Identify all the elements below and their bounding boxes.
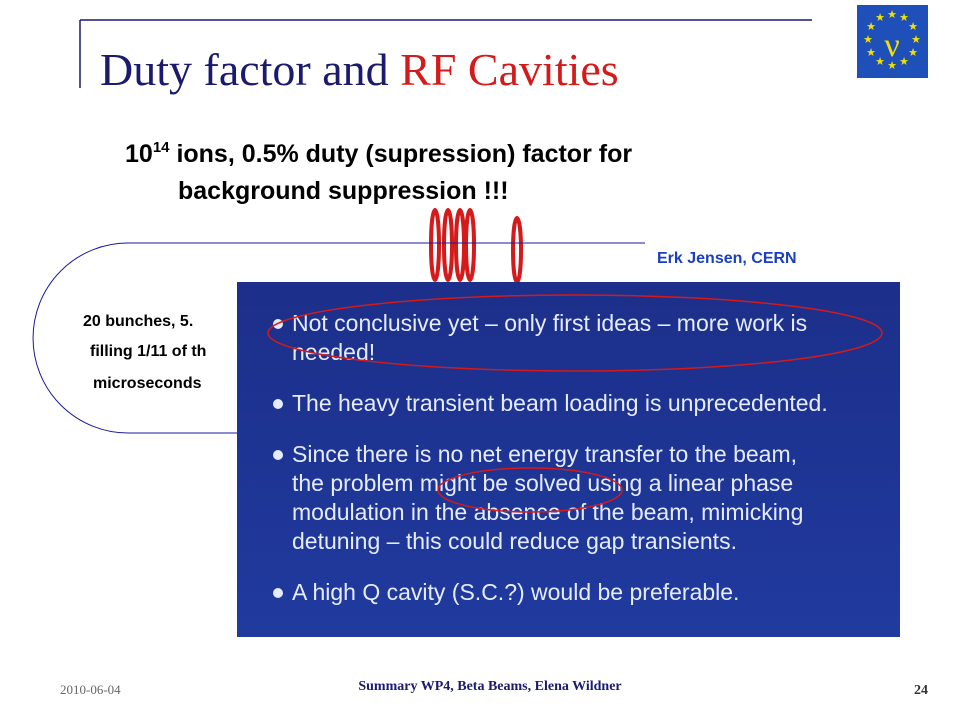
left-box-line: filling 1/11 of th (90, 343, 206, 360)
svg-text:★: ★ (899, 56, 909, 68)
svg-text:★: ★ (875, 12, 885, 24)
bullet-line: The heavy transient beam loading is unpr… (292, 390, 828, 416)
svg-text:★: ★ (899, 12, 909, 24)
bullet-line: detuning – this could reduce gap transie… (292, 528, 737, 554)
highlight-ellipse (267, 294, 883, 372)
bunch-marks (429, 208, 523, 284)
exponent: 14 (153, 139, 170, 156)
bullet-dot (273, 450, 283, 460)
svg-text:ν: ν (884, 27, 899, 64)
left-box-line: microseconds (93, 375, 202, 392)
title-accent: RF Cavities (400, 44, 619, 95)
svg-text:★: ★ (875, 56, 885, 68)
screenshot-panel (237, 282, 900, 637)
svg-text:★: ★ (908, 21, 918, 33)
page-number: 24 (914, 683, 928, 698)
svg-text:★: ★ (887, 9, 897, 21)
bullet-dot (273, 399, 283, 409)
bullet-dot (273, 588, 283, 598)
credit: Erk Jensen, CERN (657, 250, 797, 267)
base: 10 (125, 140, 153, 168)
bullet-line: Not conclusive yet – only first ideas – … (292, 310, 807, 336)
svg-text:★: ★ (863, 34, 873, 46)
subtitle-text: ions, 0.5% duty (supression) factor for (170, 140, 633, 168)
bullet-line: Since there is no net energy transfer to… (292, 441, 797, 467)
svg-text:★: ★ (887, 60, 897, 72)
highlight-ellipse (437, 467, 623, 513)
footer-date: 2010-06-04 (60, 682, 121, 697)
footer-center: Summary WP4, Beta Beams, Elena Wildner (358, 679, 621, 694)
svg-text:★: ★ (911, 34, 921, 46)
title-main: Duty factor and (100, 44, 400, 95)
left-box-outline (32, 242, 645, 434)
svg-text:★: ★ (866, 21, 876, 33)
title: Duty factor and RF Cavities (100, 44, 619, 95)
bullet-line: A high Q cavity (S.C.?) would be prefera… (292, 579, 739, 605)
eu-logo: ★ ★★★★★★★★★★★ ν (857, 5, 928, 78)
bullet-line: the problem might be solved using a line… (292, 470, 793, 496)
subtitle-line2: background suppression !!! (178, 177, 509, 205)
subtitle-line1: 1014 ions, 0.5% duty (supression) factor… (125, 139, 632, 168)
svg-text:★: ★ (908, 47, 918, 59)
left-box-line: 20 bunches, 5. (83, 313, 193, 330)
svg-text:★: ★ (866, 47, 876, 59)
